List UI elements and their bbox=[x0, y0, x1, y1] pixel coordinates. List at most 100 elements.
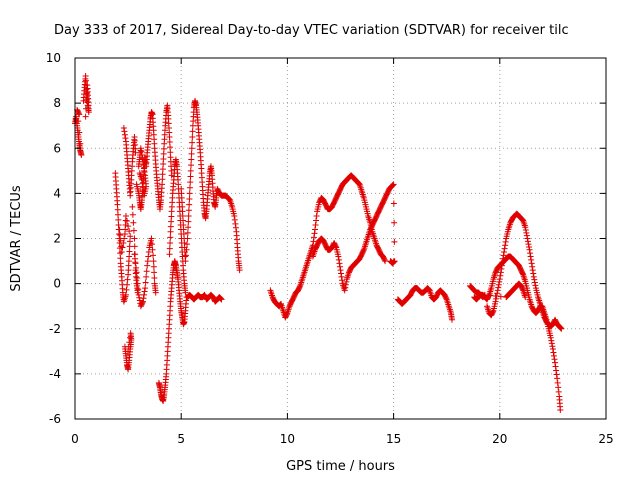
data-point bbox=[335, 253, 342, 260]
data-point bbox=[126, 238, 133, 245]
data-point bbox=[526, 246, 533, 253]
data-point bbox=[552, 359, 559, 366]
data-point bbox=[332, 243, 339, 250]
data-point bbox=[522, 224, 529, 231]
data-point bbox=[529, 263, 536, 270]
data-point bbox=[150, 258, 157, 265]
y-tick-label: 2 bbox=[53, 232, 61, 246]
data-point bbox=[182, 289, 189, 296]
y-tick-label: 0 bbox=[53, 277, 61, 291]
data-point bbox=[387, 258, 394, 265]
data-point bbox=[337, 267, 344, 274]
data-point bbox=[487, 292, 494, 299]
data-point bbox=[141, 291, 148, 298]
data-point bbox=[338, 270, 345, 277]
data-point bbox=[182, 252, 189, 259]
data-point bbox=[119, 244, 126, 251]
data-point bbox=[139, 184, 146, 191]
data-point bbox=[138, 152, 145, 159]
data-point bbox=[551, 356, 558, 363]
data-point bbox=[148, 235, 155, 242]
chart-title: Day 333 of 2017, Sidereal Day-to-day VTE… bbox=[54, 23, 569, 38]
data-point bbox=[124, 218, 131, 225]
data-point bbox=[139, 298, 146, 305]
data-point bbox=[528, 256, 535, 263]
data-point bbox=[182, 258, 189, 265]
data-point bbox=[522, 294, 529, 301]
data-point bbox=[231, 212, 238, 219]
y-tick-label: 10 bbox=[46, 51, 61, 65]
data-point bbox=[82, 113, 89, 120]
y-tick-label: 4 bbox=[53, 186, 61, 200]
data-point bbox=[189, 139, 196, 146]
data-point bbox=[145, 249, 152, 256]
data-point bbox=[336, 260, 343, 267]
data-point bbox=[218, 295, 225, 302]
data-point bbox=[552, 363, 559, 370]
y-axis-label: SDTVAR / TECUs bbox=[9, 185, 24, 292]
data-points bbox=[72, 73, 565, 413]
data-point bbox=[150, 263, 157, 270]
data-point bbox=[121, 131, 128, 138]
x-axis-label: GPS time / hours bbox=[286, 459, 395, 474]
data-point bbox=[498, 265, 505, 272]
data-point bbox=[139, 180, 146, 187]
data-point bbox=[167, 144, 174, 151]
data-point bbox=[501, 245, 508, 252]
data-point bbox=[360, 247, 367, 254]
data-point bbox=[217, 295, 224, 302]
data-point bbox=[557, 325, 564, 332]
data-point bbox=[118, 249, 125, 256]
data-point bbox=[310, 238, 317, 245]
x-tick-label: 25 bbox=[598, 432, 613, 446]
data-point bbox=[232, 220, 239, 227]
data-point bbox=[141, 165, 148, 172]
data-point bbox=[83, 97, 90, 104]
data-point bbox=[166, 245, 173, 252]
data-point bbox=[519, 286, 526, 293]
data-point bbox=[391, 219, 398, 226]
data-point bbox=[139, 158, 146, 165]
data-point bbox=[122, 291, 129, 298]
data-point bbox=[342, 284, 349, 291]
data-point bbox=[557, 406, 564, 413]
data-point bbox=[167, 149, 174, 156]
data-point bbox=[167, 240, 174, 247]
data-point bbox=[555, 384, 562, 391]
data-point bbox=[493, 295, 500, 302]
data-point bbox=[144, 258, 151, 265]
data-point bbox=[167, 228, 174, 235]
data-point bbox=[382, 258, 389, 265]
data-point bbox=[77, 140, 84, 147]
data-point bbox=[188, 145, 195, 152]
data-point bbox=[502, 238, 509, 245]
data-point bbox=[497, 269, 504, 276]
data-point bbox=[133, 269, 140, 276]
data-point bbox=[296, 284, 303, 291]
data-point bbox=[126, 339, 133, 346]
data-point bbox=[492, 298, 499, 305]
data-point bbox=[557, 324, 564, 331]
data-point bbox=[494, 290, 501, 297]
data-point bbox=[166, 139, 173, 146]
data-point bbox=[159, 166, 166, 173]
data-point bbox=[481, 292, 488, 299]
data-point bbox=[495, 281, 502, 288]
data-point bbox=[283, 311, 290, 318]
data-point bbox=[117, 255, 124, 262]
data-point bbox=[121, 230, 128, 237]
data-point bbox=[186, 201, 193, 208]
data-point bbox=[548, 340, 555, 347]
data-point bbox=[114, 206, 121, 213]
data-point bbox=[187, 179, 194, 186]
data-point bbox=[121, 235, 128, 242]
data-point bbox=[313, 217, 320, 224]
data-point bbox=[530, 270, 537, 277]
data-point bbox=[130, 227, 137, 234]
data-point bbox=[529, 267, 536, 274]
data-point bbox=[148, 241, 155, 248]
data-point bbox=[125, 343, 132, 350]
data-point bbox=[184, 241, 191, 248]
data-point bbox=[492, 293, 499, 300]
